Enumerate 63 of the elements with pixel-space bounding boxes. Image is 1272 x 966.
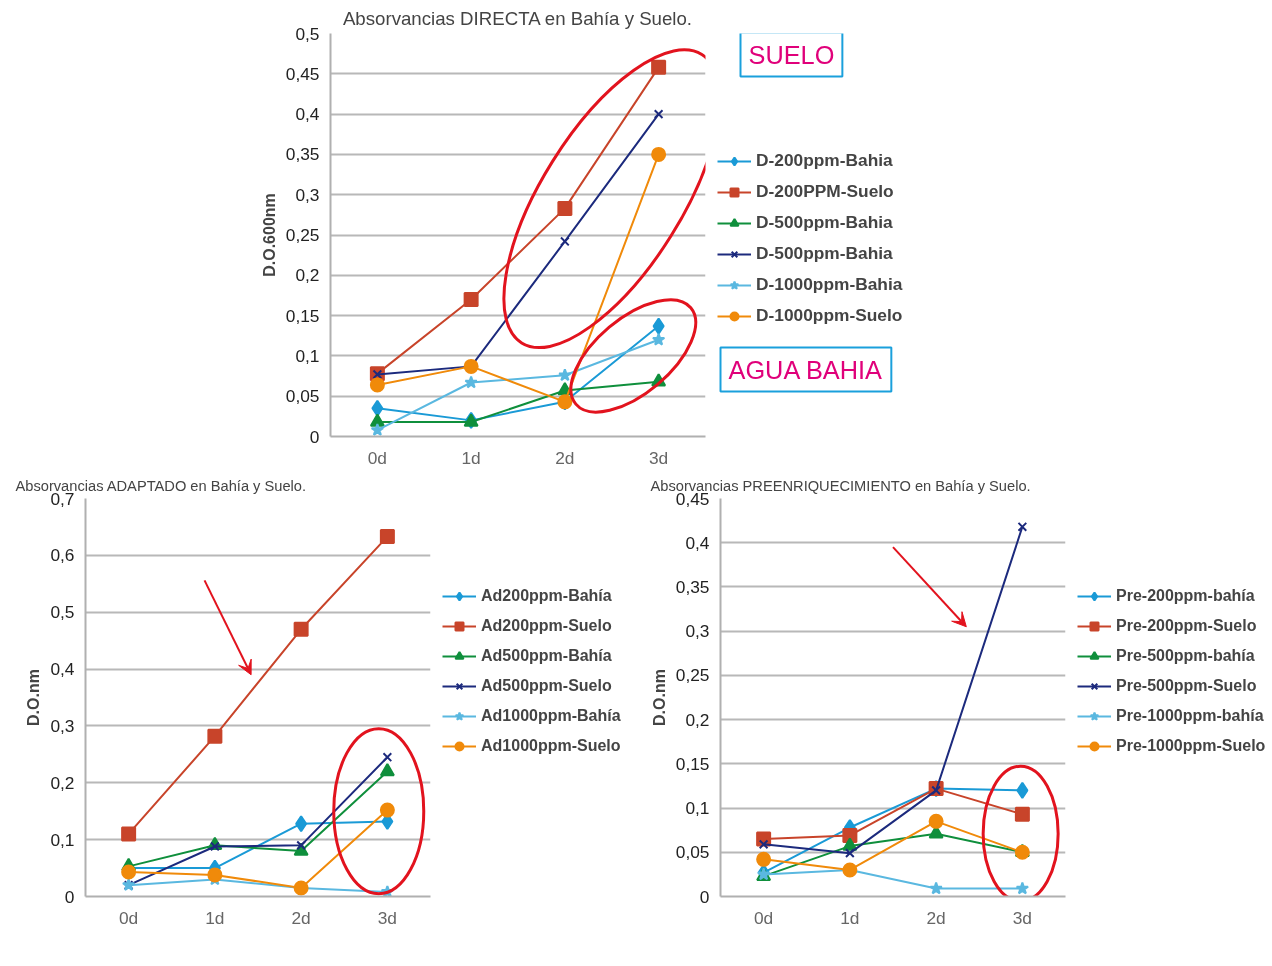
chart-title: Absorvancias DIRECTA en Bahía y Suelo. <box>342 7 693 29</box>
legend-label: D-500ppm-Bahia <box>756 243 893 264</box>
legend-label: Ad500ppm-Bahía <box>481 647 612 665</box>
y-axis-title: D.O.nm <box>650 669 668 726</box>
x-tick-label: 0d <box>753 907 774 928</box>
legend-label: Ad500ppm-Suelo <box>481 677 612 695</box>
y-tick-label: 0,25 <box>675 665 710 686</box>
y-tick-label: 0,5 <box>50 602 75 623</box>
x-tick-label: 3d <box>377 907 398 928</box>
y-tick-label: 0,35 <box>675 576 710 597</box>
y-tick-label: 0,15 <box>675 753 710 774</box>
x-tick-label: 3d <box>648 447 669 468</box>
y-tick-label: 0,1 <box>50 829 75 850</box>
y-tick-label: 0 <box>699 886 710 907</box>
legend-label: Ad1000ppm-Suelo <box>481 737 621 755</box>
legend-label: D-200PPM-Suelo <box>756 181 894 202</box>
y-tick-label: 0,6 <box>50 545 75 566</box>
text: AGUA BAHIA <box>728 355 883 384</box>
x-tick-label: 1d <box>205 907 225 928</box>
y-tick-label: 0,2 <box>295 265 320 286</box>
x-tick-label: 0d <box>118 907 139 928</box>
y-tick-label: 0,2 <box>50 772 75 793</box>
y-tick-label: 0,2 <box>685 709 710 730</box>
y-axis-title: D.O.600nm <box>260 193 278 277</box>
y-tick-label: 0,15 <box>285 305 320 326</box>
x-tick-label: 2d <box>555 447 575 468</box>
y-tick-label: 0,05 <box>675 842 710 863</box>
y-tick-label: 0,3 <box>50 715 75 736</box>
y-axis-title: D.O.nm <box>25 669 43 726</box>
legend-label: Pre-200ppm-bahía <box>1116 587 1255 605</box>
y-tick-label: 0,1 <box>295 345 320 366</box>
y-tick-label: 0,05 <box>285 386 320 407</box>
y-tick-label: 0,35 <box>285 144 320 165</box>
y-tick-label: 0,4 <box>685 532 710 553</box>
legend-label: Pre-500ppm-Suelo <box>1116 677 1257 695</box>
legend-label: Ad1000ppm-Bahía <box>481 707 621 725</box>
x-tick-label: 3d <box>1012 907 1033 928</box>
legend-label: D-500ppm-Bahia <box>756 212 893 233</box>
y-tick-label: 0,25 <box>285 225 320 245</box>
x-tick-label: 1d <box>461 447 481 468</box>
legend-label: D-1000ppm-Suelo <box>756 305 903 326</box>
y-tick-label: 0,4 <box>295 104 320 125</box>
y-tick-label: 0,45 <box>285 63 320 84</box>
y-tick-label: 0,1 <box>685 798 710 819</box>
legend-label: Pre-200ppm-Suelo <box>1116 617 1257 635</box>
legend-label: Pre-1000ppm-Suelo <box>1116 737 1266 755</box>
text: SUELO <box>748 40 835 69</box>
x-tick-label: 1d <box>840 907 860 928</box>
legend-label: D-1000ppm-Bahia <box>756 274 903 295</box>
legend-label: Ad200ppm-Bahía <box>481 587 612 605</box>
x-tick-label: 2d <box>926 907 946 928</box>
y-tick-label: 0 <box>309 426 320 447</box>
y-tick-label: 0,3 <box>295 184 320 205</box>
x-tick-label: 2d <box>291 907 311 928</box>
legend-label: D-200ppm-Bahia <box>756 150 893 171</box>
y-tick-label: 0,5 <box>295 23 320 44</box>
y-tick-label: 0 <box>64 886 75 907</box>
legend-label: Pre-1000ppm-bahía <box>1116 707 1264 725</box>
x-tick-label: 0d <box>367 447 388 468</box>
y-tick-label: 0,3 <box>685 621 710 642</box>
legend-label: Pre-500ppm-bahía <box>1116 647 1255 665</box>
legend-label: Ad200ppm-Suelo <box>481 617 612 635</box>
y-tick-label: 0,4 <box>50 659 75 680</box>
